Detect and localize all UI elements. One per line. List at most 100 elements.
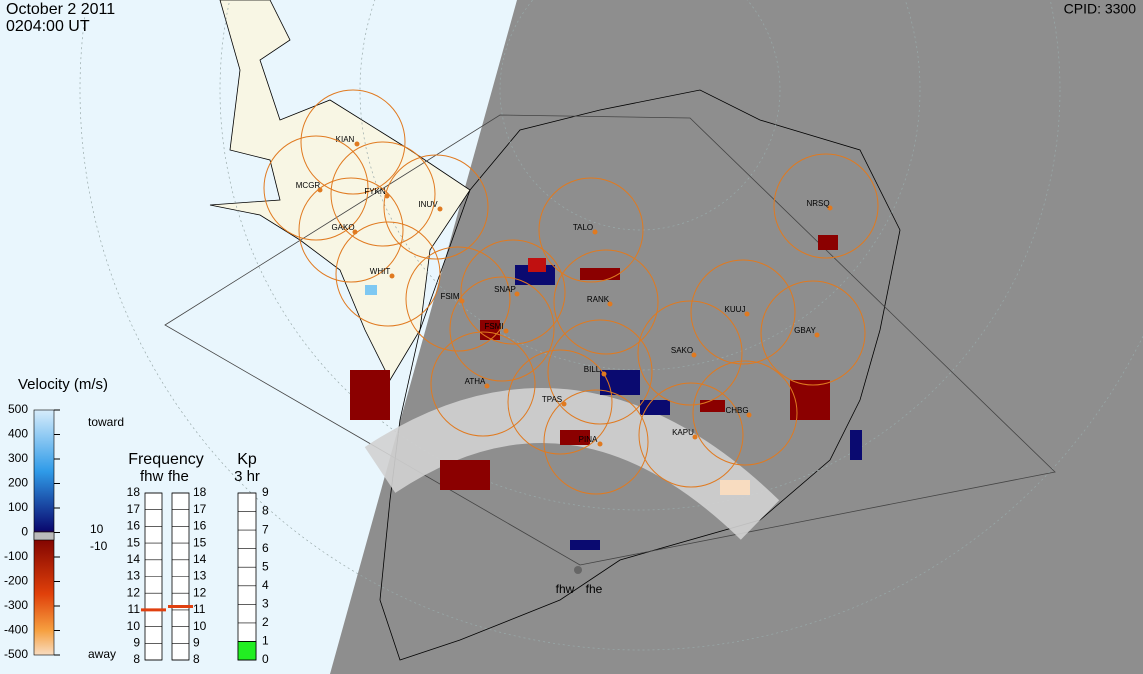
- toward-label: toward: [88, 415, 124, 429]
- station-dot: [814, 332, 820, 338]
- radar-fan: [164, 114, 1056, 566]
- velocity-tick-label: 400: [8, 427, 28, 441]
- lat-lines: [79, 0, 1143, 651]
- fov-circle: [692, 360, 798, 466]
- frequency-tick-label: 18: [193, 485, 207, 499]
- station-label: BILL: [584, 365, 601, 374]
- frequency-tick-label: 17: [127, 502, 141, 516]
- station-label: KAPU: [672, 428, 694, 437]
- station-label: FYKN: [364, 187, 386, 196]
- station-label: PINA: [579, 435, 598, 444]
- station-dot: [592, 229, 598, 235]
- radar-label: fhe: [586, 582, 603, 596]
- coastline: [379, 89, 901, 661]
- night-side: [330, 0, 1143, 674]
- frequency-tick-label: 11: [193, 602, 206, 616]
- fov-circle: [553, 249, 659, 355]
- fov-circle: [460, 239, 566, 345]
- frequency-tick-label: 16: [127, 519, 141, 533]
- station-dot: [503, 328, 509, 334]
- time: 0204:00 UT: [6, 18, 90, 35]
- date: October 2 2011: [6, 1, 115, 18]
- station-dot: [827, 205, 833, 211]
- frequency-tick-label: 8: [193, 652, 200, 666]
- frequency-tick-label: 10: [193, 619, 207, 633]
- station-dot: [607, 301, 613, 307]
- velocity-tick-label: 200: [8, 476, 28, 490]
- station-label: INUV: [418, 200, 438, 209]
- fov-circle: [330, 141, 436, 247]
- kp-tick-label: 6: [262, 541, 269, 555]
- fov-circle: [449, 276, 555, 382]
- station-label: TALO: [573, 223, 593, 232]
- gs-label: -10: [90, 539, 108, 553]
- kp-subtitle: 3 hr: [234, 468, 260, 485]
- fov-circle: [690, 259, 796, 365]
- velocity-tick-label: 0: [21, 525, 28, 539]
- fov-circle: [405, 246, 511, 352]
- station-label: SAKO: [671, 346, 693, 355]
- stations: KIAN MCGR FYKN INUV GAKO WHIT FSIM SNAP FSMI RANK…: [263, 89, 879, 574]
- cpid: CPID: 3300: [1064, 1, 1137, 17]
- fov-circle: [300, 89, 406, 195]
- frequency-tick-label: 14: [193, 552, 207, 566]
- fov-circle: [547, 319, 653, 425]
- velocity-tick-label: 100: [8, 500, 28, 514]
- fov-circle: [298, 177, 404, 283]
- station-label: RANK: [587, 295, 610, 304]
- fov-circle: [538, 177, 644, 283]
- frequency-tick-label: 12: [193, 585, 207, 599]
- station-label: SNAP: [494, 285, 516, 294]
- radar-column: fhe: [168, 468, 189, 485]
- station-dot: [691, 352, 697, 358]
- frequency-title: Frequency: [128, 451, 204, 468]
- frequency-tick-label: 15: [127, 535, 141, 549]
- frequency-tick-label: 17: [193, 502, 207, 516]
- kp-tick-label: 2: [262, 615, 269, 629]
- station-label: WHIT: [370, 267, 391, 276]
- echo-cells: [350, 235, 862, 550]
- fov-circle: [507, 349, 613, 455]
- radar-site: [574, 566, 582, 574]
- station-label: TPAS: [542, 395, 562, 404]
- frequency-tick-label: 10: [127, 619, 141, 633]
- frequency-tick-label: 16: [193, 519, 207, 533]
- velocity-tick-label: -300: [4, 598, 28, 612]
- station-label: MCGR: [296, 181, 321, 190]
- station-label: GBAY: [794, 326, 816, 335]
- frequency-tick-label: 9: [133, 635, 140, 649]
- velocity-tick-label: -100: [4, 549, 28, 563]
- kp-tick-label: 5: [262, 559, 269, 573]
- kp-title: Kp: [237, 451, 257, 468]
- fov-circle: [638, 382, 744, 488]
- fov-circle: [263, 135, 369, 241]
- fov-circle: [760, 280, 866, 386]
- frequency-tick-label: 8: [133, 652, 140, 666]
- frequency-tick-label: 15: [193, 535, 207, 549]
- velocity-tick-label: 300: [8, 451, 28, 465]
- station-label: CHBG: [725, 406, 748, 415]
- station-dot: [514, 291, 520, 297]
- station-dot: [484, 383, 490, 389]
- station-label: FSIM: [440, 292, 459, 301]
- fov-circle: [543, 389, 649, 495]
- station-dot: [692, 434, 698, 440]
- kp-tick-label: 9: [262, 485, 269, 499]
- station-dot: [437, 206, 443, 212]
- velocity-tick-label: -200: [4, 574, 28, 588]
- station-dot: [354, 141, 360, 147]
- away-label: away: [88, 647, 116, 661]
- velocity-tick-label: -500: [4, 647, 28, 661]
- station-dot: [744, 311, 750, 317]
- station-label: GAKO: [331, 223, 354, 232]
- ground-scatter-band: [364, 388, 780, 540]
- frequency-tick-label: 13: [193, 569, 207, 583]
- velocity-tick-label: 500: [8, 402, 28, 416]
- fov-circle: [335, 221, 441, 327]
- frequency-tick-label: 14: [127, 552, 141, 566]
- kp-tick-label: 8: [262, 504, 269, 518]
- station-label: KIAN: [336, 135, 355, 144]
- fov-circle: [430, 331, 536, 437]
- station-label: FSMI: [484, 322, 503, 331]
